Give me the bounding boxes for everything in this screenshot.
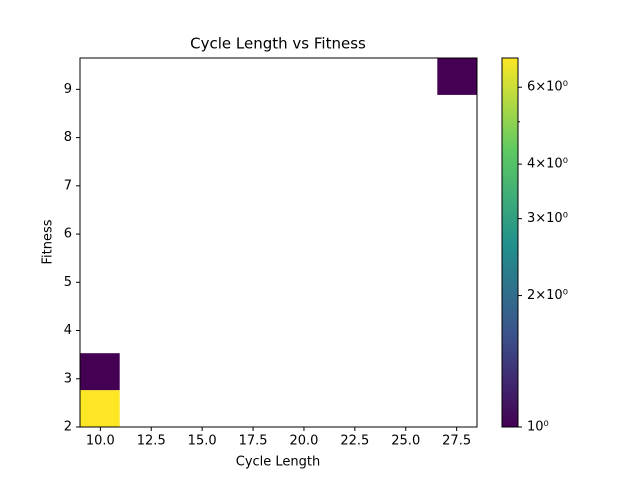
- x-tick-label: 17.5: [239, 434, 268, 449]
- x-tick-label: 27.5: [442, 434, 471, 449]
- hist-cell: [80, 353, 120, 391]
- y-tick-label: 7: [64, 178, 72, 193]
- hist-cell: [437, 58, 477, 95]
- x-tick-label: 20.0: [289, 434, 318, 449]
- y-tick-label: 5: [64, 275, 72, 290]
- chart-title: Cycle Length vs Fitness: [190, 35, 366, 53]
- colorbar-tick-label: 4×10⁰: [527, 157, 568, 172]
- y-tick-label: 9: [64, 82, 72, 97]
- x-axis-label: Cycle Length: [236, 455, 321, 470]
- colorbar-tick-label: 3×10⁰: [527, 211, 568, 226]
- y-axis-label: Fitness: [41, 219, 56, 264]
- y-tick-label: 8: [64, 130, 72, 145]
- y-tick-label: 4: [64, 323, 72, 338]
- colorbar-tick-label: 2×10⁰: [527, 288, 568, 303]
- y-tick-label: 6: [64, 227, 72, 242]
- hist-cell: [80, 390, 120, 427]
- colorbar-tick-label: 10⁰: [527, 420, 549, 435]
- x-tick-label: 15.0: [188, 434, 217, 449]
- colorbar-tick-label: 6×10⁰: [527, 80, 568, 95]
- y-tick-label: 2: [64, 420, 72, 435]
- y-tick-label: 3: [64, 371, 72, 386]
- x-tick-label: 12.5: [137, 434, 166, 449]
- x-tick-label: 22.5: [340, 434, 369, 449]
- x-tick-label: 25.0: [391, 434, 420, 449]
- colorbar: [501, 57, 519, 428]
- plot-frame: [79, 57, 478, 428]
- x-tick-label: 10.0: [86, 434, 115, 449]
